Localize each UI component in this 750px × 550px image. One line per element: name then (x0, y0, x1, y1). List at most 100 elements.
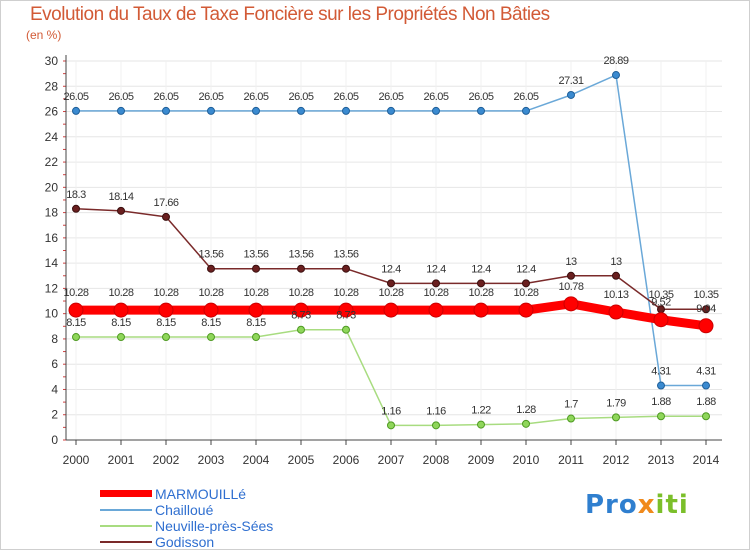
data-point (162, 106, 170, 115)
data-point (297, 264, 305, 273)
data-label: 12.4 (471, 263, 491, 275)
data-label: 26.05 (288, 91, 313, 103)
data-point (387, 421, 395, 430)
legend-swatch (100, 490, 152, 497)
data-label: 10.28 (288, 287, 313, 299)
data-label: 9.52 (651, 297, 671, 309)
data-point (522, 419, 530, 428)
data-label: 10.13 (603, 289, 628, 301)
y-tick-label: 16 (45, 231, 59, 245)
x-tick-label: 2010 (513, 453, 540, 467)
data-label: 1.88 (651, 396, 671, 408)
data-point (203, 302, 219, 318)
x-tick-label: 2013 (648, 453, 675, 467)
data-point (342, 264, 350, 273)
data-point (162, 333, 170, 342)
data-point (383, 302, 399, 318)
data-point (338, 302, 354, 318)
data-point (567, 271, 575, 280)
y-tick-label: 8 (51, 332, 58, 346)
data-point (612, 413, 620, 422)
data-label: 10.28 (153, 287, 178, 299)
y-unit-label: (en %) (26, 28, 62, 42)
data-label: 1.16 (426, 405, 446, 417)
data-label: 8.15 (66, 317, 86, 329)
data-label: 13.56 (333, 249, 358, 261)
x-tick-label: 2002 (153, 453, 180, 467)
data-point (252, 333, 260, 342)
data-point (248, 302, 264, 318)
data-label: 10.78 (558, 281, 583, 293)
data-point (698, 318, 714, 334)
data-point (297, 106, 305, 115)
data-label: 1.28 (516, 404, 536, 416)
legend-label: Godisson (155, 534, 215, 550)
y-tick-label: 18 (45, 206, 59, 220)
data-point (432, 106, 440, 115)
data-point (387, 279, 395, 288)
data-label: 1.88 (696, 396, 716, 408)
data-label: 10.28 (108, 287, 133, 299)
data-point (117, 106, 125, 115)
data-point (158, 302, 174, 318)
data-label: 8.73 (336, 310, 356, 322)
legend-label: MARMOUILLé (155, 486, 247, 502)
data-label: 8.15 (246, 317, 266, 329)
data-point (72, 106, 80, 115)
data-point (342, 106, 350, 115)
x-tick-label: 2009 (468, 453, 495, 467)
data-point (72, 333, 80, 342)
data-label: 26.05 (513, 91, 538, 103)
data-point (608, 304, 624, 320)
data-label: 26.05 (333, 91, 358, 103)
data-label: 18.3 (66, 189, 86, 201)
data-label: 10.28 (468, 287, 493, 299)
data-label: 10.28 (423, 287, 448, 299)
data-point (432, 279, 440, 288)
data-point (117, 206, 125, 215)
data-point (477, 279, 485, 288)
data-label: 1.79 (606, 397, 626, 409)
x-tick-label: 2011 (558, 453, 584, 467)
y-tick-label: 6 (51, 357, 58, 371)
data-label: 12.4 (426, 263, 446, 275)
data-label: 10.28 (63, 287, 88, 299)
data-label: 26.05 (153, 91, 178, 103)
x-tick-label: 2004 (243, 453, 270, 467)
x-tick-label: 2012 (603, 453, 630, 467)
data-point (477, 420, 485, 429)
data-label: 13 (565, 256, 577, 268)
data-point (473, 302, 489, 318)
data-label: 13.56 (243, 249, 268, 261)
y-tick-label: 28 (45, 79, 59, 93)
y-tick-label: 22 (45, 155, 59, 169)
data-point (342, 325, 350, 334)
data-label: 8.73 (291, 310, 311, 322)
data-label: 13 (610, 256, 622, 268)
data-label: 13.56 (198, 249, 223, 261)
data-label: 4.31 (696, 366, 716, 378)
x-tick-label: 2006 (333, 453, 360, 467)
y-tick-label: 30 (45, 54, 59, 68)
data-point (207, 106, 215, 115)
y-tick-label: 14 (45, 256, 59, 270)
data-label: 27.31 (558, 75, 583, 87)
data-point (702, 381, 710, 390)
data-point (68, 302, 84, 318)
legend-label: Chailloué (155, 502, 214, 518)
data-label: 8.15 (201, 317, 221, 329)
data-label: 18.14 (108, 191, 133, 203)
data-point (702, 412, 710, 421)
data-point (428, 302, 444, 318)
data-label: 26.05 (378, 91, 403, 103)
data-label: 9.04 (696, 303, 716, 315)
data-point (252, 264, 260, 273)
data-point (252, 106, 260, 115)
x-tick-label: 2014 (693, 453, 720, 467)
data-point (477, 106, 485, 115)
legend-swatch (100, 525, 152, 527)
y-tick-label: 0 (51, 433, 58, 447)
data-label: 10.35 (648, 289, 673, 301)
data-label: 26.05 (423, 91, 448, 103)
